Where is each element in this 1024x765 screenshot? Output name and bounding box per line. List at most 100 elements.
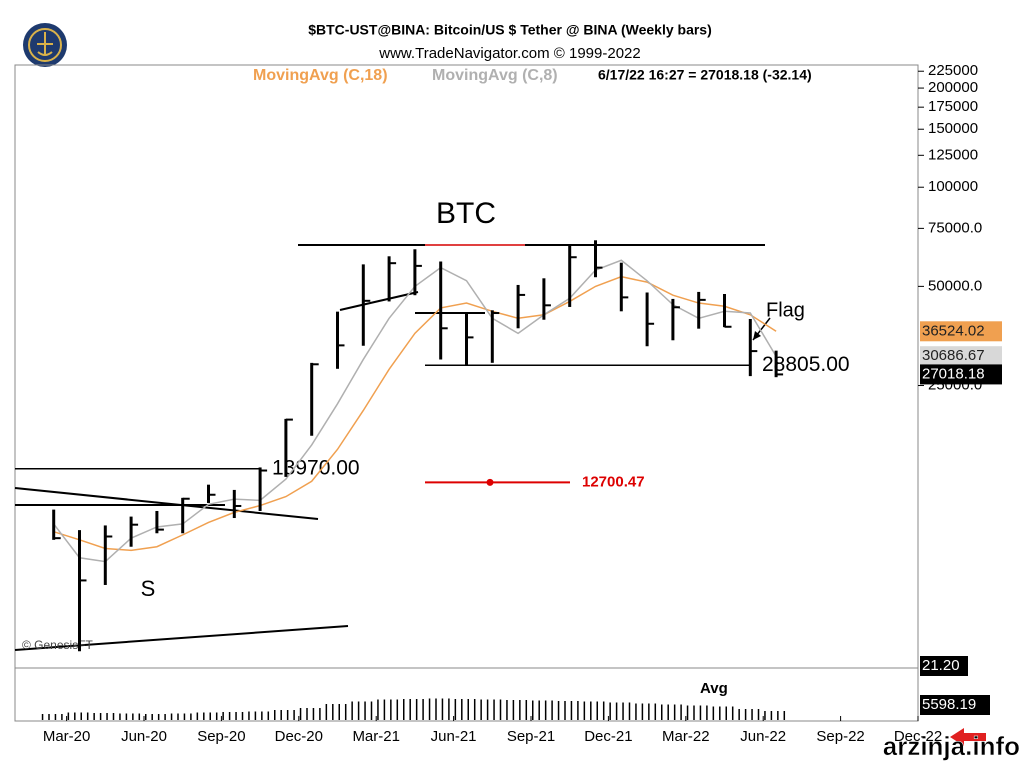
volume-bar [525, 700, 528, 720]
volume-bar [480, 699, 482, 720]
volume-bar [286, 710, 289, 720]
volume-bar [744, 709, 747, 720]
volume-bar [435, 698, 437, 720]
legend-label: MovingAvg (C,8) [432, 67, 558, 84]
volume-bar [602, 701, 605, 720]
volume-bar [267, 711, 270, 720]
chart-title: $BTC-UST@BINA: Bitcoin/US $ Tether @ BIN… [308, 22, 712, 38]
annotation: © GenesisFT [22, 638, 94, 652]
volume-bar [145, 714, 147, 720]
trend-line [339, 291, 419, 311]
volume-bar [209, 712, 211, 720]
volume-bar [409, 699, 411, 720]
volume-bar [293, 710, 295, 720]
volume-bar [119, 713, 121, 720]
volume-bar [473, 699, 476, 720]
volume-bar [86, 712, 89, 720]
volume-bar [751, 709, 753, 720]
volume-bar [61, 714, 63, 720]
volume-bar [641, 703, 644, 720]
volume-bar [738, 709, 740, 720]
volume-bar [551, 700, 553, 720]
volume-bar [680, 704, 682, 720]
volume-bar [783, 711, 786, 720]
plot-frame [14, 64, 919, 722]
annotation: Flag [766, 299, 805, 321]
chart-subtitle: www.TradeNavigator.com © 1999-2022 [378, 45, 640, 62]
annotation: BTC [436, 197, 496, 230]
volume-bar [686, 705, 689, 720]
x-tick-label: Dec-21 [584, 728, 632, 745]
volume-bar [338, 704, 340, 720]
volume-bar [415, 699, 418, 720]
volume-bar [222, 712, 224, 720]
volume-bar [151, 714, 153, 720]
volume-bar [177, 713, 179, 720]
x-tick-label: Sep-20 [197, 728, 245, 745]
volume-bar [228, 712, 231, 720]
volume-bar [332, 704, 334, 720]
level-label: 13970.00 [272, 456, 360, 479]
volume-bar [693, 705, 695, 720]
volume-bar [467, 699, 469, 720]
volume-bar [280, 710, 282, 720]
x-tick-label: Dec-22 [894, 728, 942, 745]
x-tick-label: Mar-22 [662, 728, 710, 745]
volume-bar [712, 706, 715, 720]
volume-bar [235, 712, 237, 720]
volume-bar [261, 711, 263, 720]
volume-bar [190, 713, 192, 720]
y-tick-label: 100000 [928, 178, 978, 195]
volume-bar [628, 702, 631, 720]
trend-line [14, 487, 319, 520]
volume-bar [609, 702, 611, 720]
volume-bar [583, 701, 586, 720]
x-tick-label: Jun-20 [121, 728, 167, 745]
price-box [920, 346, 1002, 367]
volume-bar [241, 712, 244, 720]
volume-bar [132, 713, 134, 720]
volume-bar [306, 708, 308, 720]
volume-bar [544, 700, 547, 720]
nav-arrow [950, 728, 986, 746]
volume-bar [719, 706, 721, 720]
volume-bar [390, 699, 392, 720]
x-tick-label: Mar-21 [352, 728, 400, 745]
volume-bar [667, 704, 669, 720]
volume-bar [215, 712, 218, 720]
price-box [920, 364, 1002, 385]
volume-bar [577, 701, 579, 720]
volume-bar [673, 704, 676, 720]
volume-bar [622, 702, 624, 720]
volume-bar [615, 702, 618, 720]
volume-bar [532, 700, 534, 720]
volume-bar [699, 705, 702, 720]
level-label: 12700.47 [582, 473, 645, 490]
volume-bar [448, 698, 450, 720]
level-label: 28805.00 [762, 353, 850, 376]
volume-bar [254, 711, 257, 720]
readout-box [920, 695, 990, 715]
y-tick-label: 175000 [928, 98, 978, 115]
volume-bar [422, 699, 424, 720]
volume-bar [661, 704, 663, 720]
volume-bar [512, 700, 515, 720]
volume-bar [357, 701, 360, 720]
volume-bar [486, 699, 489, 720]
volume-bar [196, 712, 199, 720]
volume-bar [377, 699, 379, 720]
volume-bar [203, 712, 205, 720]
price-box-label: 36524.02 [922, 322, 985, 339]
volume-bar [248, 711, 250, 720]
volume-bar [383, 699, 386, 720]
volume-bar [164, 714, 166, 720]
y-tick-label: 75000.0 [928, 219, 982, 236]
volume-bar [344, 704, 347, 720]
volume-bar [274, 710, 276, 720]
volume-bar [396, 699, 399, 720]
volume-bar [125, 713, 128, 720]
volume-bar [499, 699, 502, 720]
volume-bar [764, 711, 766, 720]
moving-average [53, 259, 777, 563]
